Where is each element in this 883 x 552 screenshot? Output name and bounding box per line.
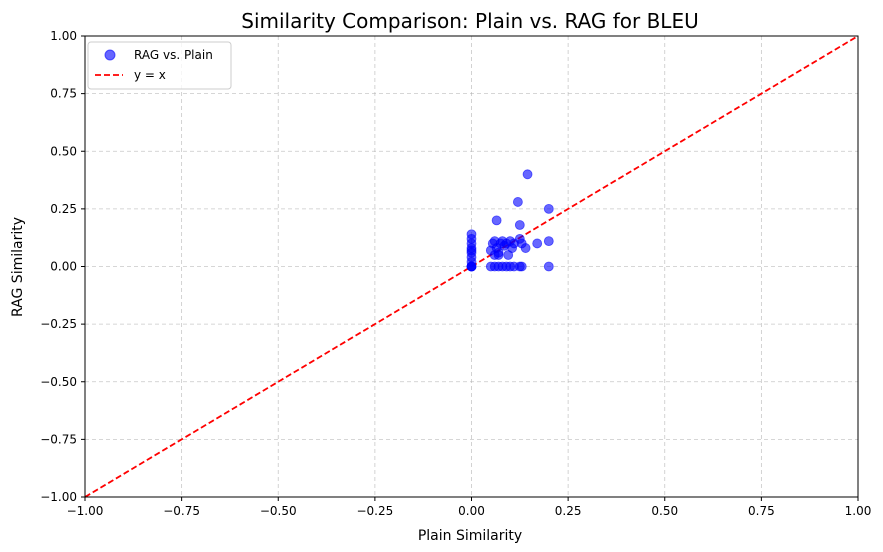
x-tick-label: −0.75 [163, 504, 200, 518]
x-axis-label: Plain Similarity [418, 528, 522, 544]
chart-title: Similarity Comparison: Plain vs. RAG for… [241, 9, 698, 33]
y-tick-label: 0.25 [50, 202, 77, 216]
x-tick-label: 0.75 [748, 504, 775, 518]
scatter-point [512, 197, 523, 207]
scatter-point [543, 261, 554, 272]
legend: RAG vs. Plain y = x [87, 41, 232, 90]
scatter-point [516, 261, 527, 272]
legend-box [87, 41, 232, 90]
y-tick-label: 0.00 [50, 260, 77, 274]
y-tick-label: 0.75 [50, 87, 77, 101]
x-tick-label: 1.00 [845, 504, 872, 518]
scatter-points [466, 169, 554, 272]
axis-ticks: −1.00−1.00 −0.75 −0.75 −0.50 −0.50 −0.25 −0.25… [40, 29, 871, 518]
x-tick-label: 0.50 [651, 504, 678, 518]
x-tick-label: −0.25 [356, 504, 393, 518]
x-tick-label: −1.00 [67, 504, 104, 518]
scatter-point [491, 215, 502, 226]
scatter-point [514, 220, 525, 230]
scatter-point [493, 250, 504, 260]
y-tick-label: −0.75 [40, 432, 77, 446]
legend-marker-scatter [104, 49, 116, 61]
scatter-point [532, 238, 543, 249]
x-tick-label: 0.25 [555, 504, 582, 518]
legend-label-line: y = x [134, 68, 166, 82]
scatter-point [509, 238, 519, 249]
scatter-point [543, 203, 554, 214]
y-tick-label: −0.25 [40, 317, 77, 331]
y-tick-label: −1.00 [40, 490, 77, 504]
y-tick-label: −0.50 [40, 375, 77, 389]
scatter-point [520, 243, 531, 253]
scatter-point [466, 229, 477, 240]
y-tick-label: 1.00 [50, 29, 77, 43]
y-tick-label: 0.50 [50, 144, 77, 158]
scatter-point [522, 169, 533, 180]
legend-label-scatter: RAG vs. Plain [134, 48, 213, 62]
x-tick-label: 0.00 [458, 504, 485, 518]
y-axis-label: RAG Similarity [10, 217, 26, 317]
scatter-point [543, 236, 554, 247]
x-tick-label: −0.50 [260, 504, 297, 518]
scatter-point [466, 245, 477, 256]
